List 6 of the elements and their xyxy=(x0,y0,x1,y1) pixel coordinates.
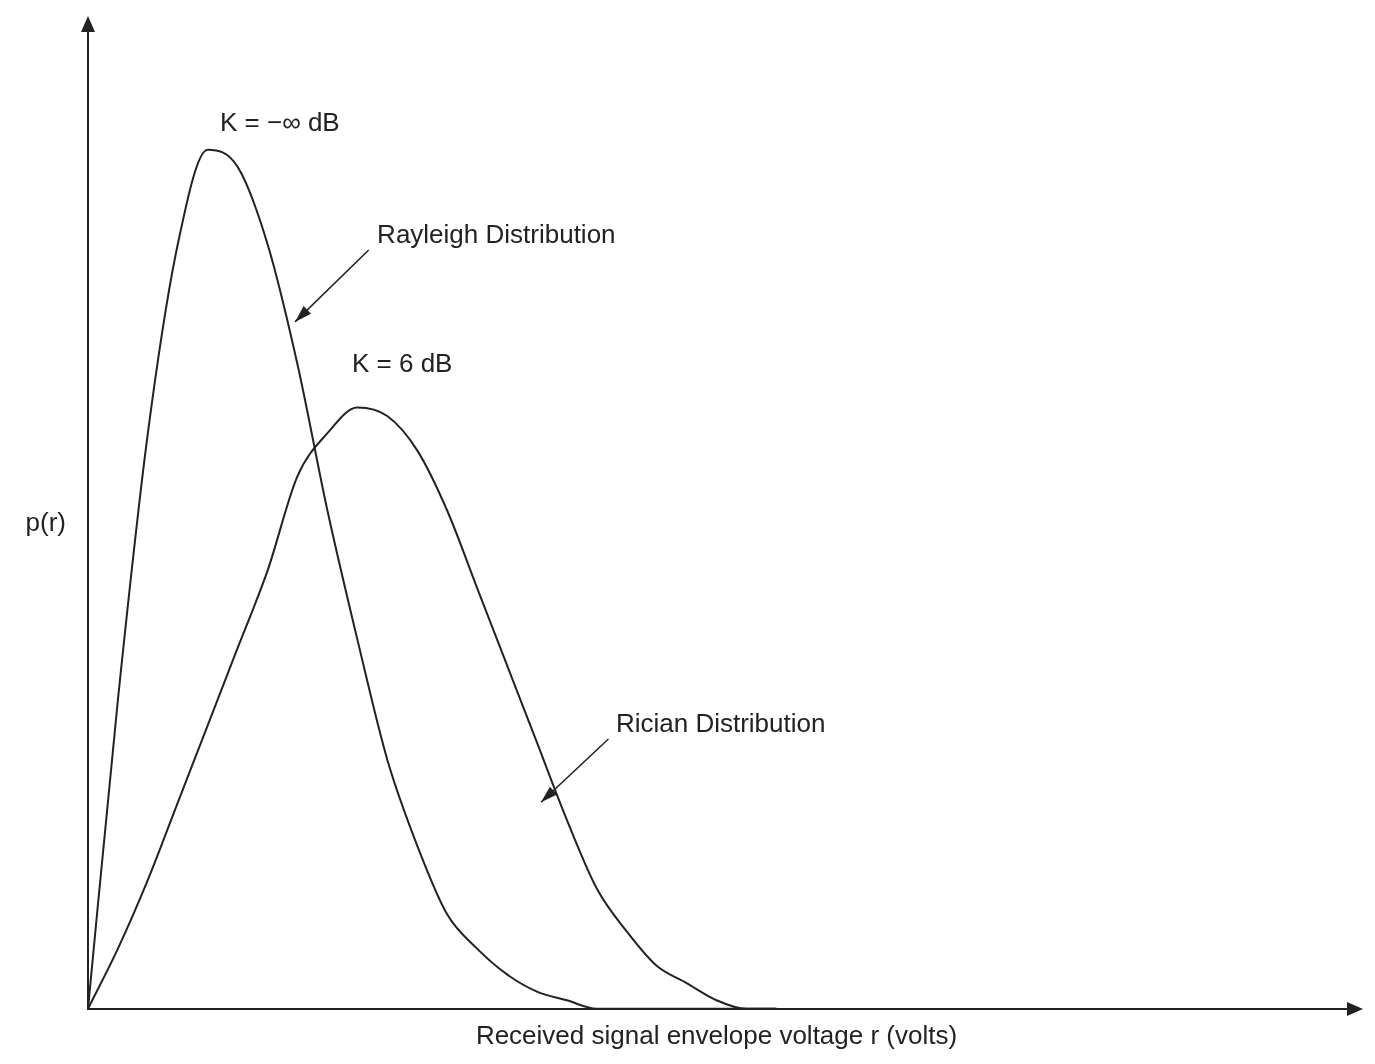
annotation: Rician Distribution xyxy=(615,708,826,739)
y-axis-title: p(r) xyxy=(25,506,66,537)
annotation: Rayleigh Distribution xyxy=(377,218,616,249)
text: K = −∞ dB xyxy=(219,107,340,138)
annotation: K = 6 dB xyxy=(351,347,453,378)
x-axis-title: Received signal envelope voltage r (volts) xyxy=(475,1019,958,1050)
